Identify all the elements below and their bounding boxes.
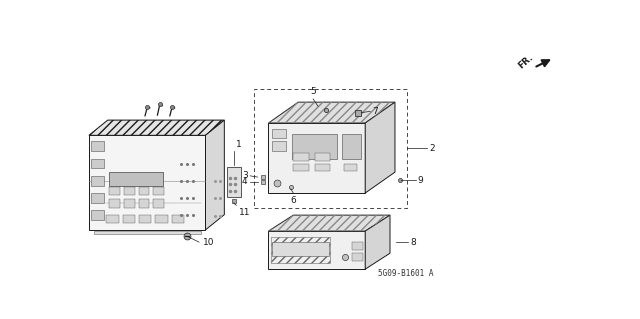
Bar (172, 215, 184, 223)
Bar (292, 134, 337, 159)
Text: 1: 1 (236, 140, 242, 149)
Bar (156, 215, 168, 223)
Text: 9: 9 (418, 176, 424, 185)
Polygon shape (205, 120, 225, 230)
Bar (273, 242, 330, 256)
Polygon shape (365, 215, 390, 269)
Bar (109, 187, 120, 196)
Bar (109, 172, 163, 186)
Polygon shape (269, 123, 365, 193)
Text: 3: 3 (242, 171, 248, 180)
Bar (253, 89, 407, 208)
Text: 7: 7 (372, 107, 378, 116)
Bar (293, 153, 309, 160)
Polygon shape (269, 102, 395, 123)
Bar (139, 215, 152, 223)
Bar (342, 134, 361, 159)
Text: 4: 4 (242, 177, 248, 187)
Bar (273, 141, 286, 151)
Bar (124, 199, 134, 208)
Bar (344, 164, 356, 171)
Bar (315, 164, 330, 171)
Bar (92, 141, 104, 151)
Text: 11: 11 (239, 208, 250, 217)
Text: 5: 5 (310, 87, 316, 96)
Bar (352, 242, 363, 249)
Polygon shape (89, 135, 205, 230)
Bar (138, 199, 150, 208)
Bar (109, 199, 120, 208)
Bar (123, 215, 135, 223)
Text: 2: 2 (429, 144, 435, 153)
Bar (92, 176, 104, 186)
Bar (315, 153, 330, 160)
Text: FR.: FR. (516, 53, 535, 70)
Bar (154, 187, 164, 196)
Bar (92, 210, 104, 220)
Bar (124, 187, 134, 196)
Text: 10: 10 (203, 238, 214, 247)
Bar (106, 215, 118, 223)
Polygon shape (365, 102, 395, 193)
Bar (293, 164, 309, 171)
Bar (92, 159, 104, 168)
Bar (352, 253, 363, 261)
Polygon shape (269, 215, 390, 231)
Text: 6: 6 (291, 196, 296, 205)
Bar (154, 199, 164, 208)
Text: 8: 8 (410, 238, 416, 247)
Bar (271, 237, 330, 263)
Bar (138, 187, 150, 196)
Polygon shape (89, 120, 225, 135)
Text: 5G09-B1601 A: 5G09-B1601 A (378, 269, 433, 278)
Bar (92, 193, 104, 203)
Bar (94, 231, 200, 234)
Bar (227, 167, 241, 197)
Bar (273, 129, 286, 138)
Polygon shape (269, 231, 365, 269)
